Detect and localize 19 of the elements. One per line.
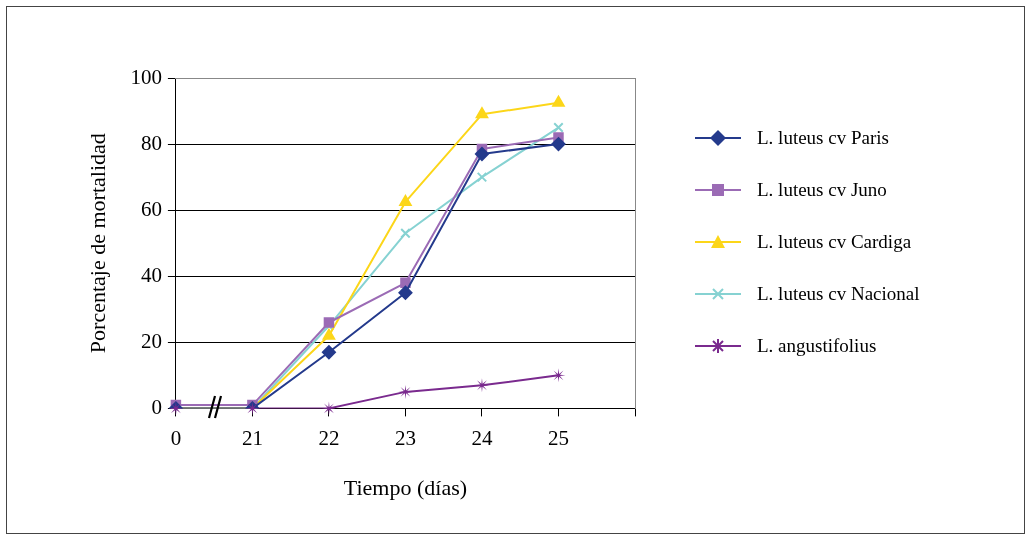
x-axis-title: Tiempo (días) [343,474,468,500]
y-tick-label: 60 [140,196,162,221]
legend-label: L. angustifolius [757,335,877,357]
y-tick-label: 100 [130,64,162,89]
x-tick-label: 24 [471,425,493,450]
x-tick-label: 0 [170,425,182,450]
legend-label: L. luteus cv Juno [757,179,887,201]
legend-label: L. luteus cv Cardiga [757,231,912,253]
x-tick-label: 22 [318,425,340,450]
legend-label: L. luteus cv Paris [757,127,889,149]
y-tick-label: 0 [151,394,162,419]
x-tick-label: 21 [241,425,263,450]
x-tick-label: 23 [394,425,416,450]
y-tick-label: 80 [140,130,162,155]
y-tick-label: 40 [140,262,162,287]
legend-label: L. luteus cv Nacional [757,283,920,305]
x-tick-label: 25 [547,425,569,450]
y-axis-title: Porcentaje de mortalidad [84,133,110,354]
y-tick-label: 20 [140,328,162,353]
